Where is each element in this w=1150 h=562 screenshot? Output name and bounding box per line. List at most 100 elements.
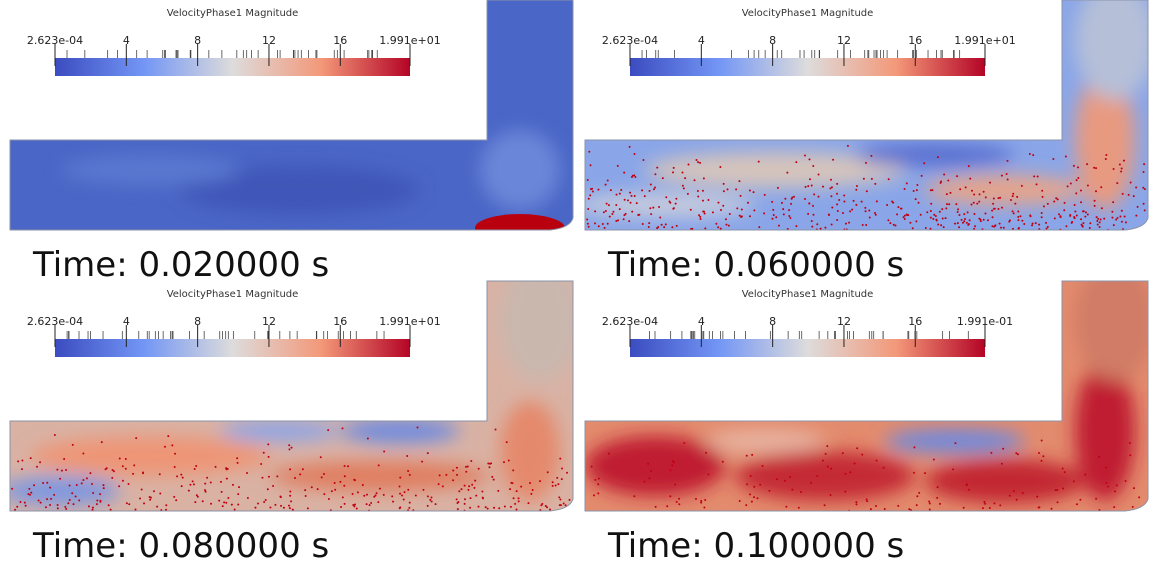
particle	[620, 189, 623, 192]
particle	[512, 497, 515, 500]
particle	[175, 499, 178, 502]
particle	[456, 508, 459, 511]
particle	[916, 184, 919, 187]
particle	[1046, 225, 1049, 228]
particle	[21, 459, 24, 462]
particle	[279, 496, 282, 499]
particle	[1006, 159, 1009, 162]
colorbar-tick-label: 1.991e+01	[379, 34, 440, 47]
particle	[672, 207, 675, 210]
particle	[195, 494, 198, 497]
particle	[445, 473, 448, 476]
particle	[492, 506, 495, 509]
particle	[589, 194, 592, 197]
particle	[299, 473, 302, 476]
particle	[830, 195, 833, 198]
particle	[320, 476, 323, 479]
particle	[920, 174, 923, 177]
particle	[109, 508, 112, 511]
particle	[111, 469, 114, 472]
particle	[811, 225, 814, 228]
particle	[609, 189, 612, 192]
particle	[407, 488, 410, 491]
particle	[111, 476, 114, 479]
particle	[816, 474, 819, 477]
particle	[864, 161, 867, 164]
particle	[908, 508, 911, 511]
particle	[843, 194, 846, 197]
particle	[1124, 480, 1127, 483]
particle	[191, 480, 194, 483]
particle	[402, 498, 405, 501]
particle	[33, 484, 36, 487]
particle	[865, 498, 868, 501]
particle	[694, 497, 697, 500]
particle	[204, 489, 207, 492]
particle	[870, 177, 873, 180]
particle	[323, 493, 326, 496]
particle	[429, 498, 432, 501]
particle	[551, 481, 554, 484]
particle	[1100, 207, 1103, 210]
particle	[1016, 195, 1019, 198]
particle	[515, 490, 518, 493]
particle	[882, 466, 885, 469]
particle	[903, 187, 906, 190]
particle	[346, 465, 349, 468]
particle	[551, 484, 554, 487]
particle	[1072, 480, 1075, 483]
particle	[928, 500, 931, 503]
particle	[471, 483, 474, 486]
particle	[776, 186, 779, 189]
particle	[597, 492, 600, 495]
colorbar-tick-label: 12	[837, 34, 851, 47]
particle	[515, 508, 518, 511]
particle	[992, 197, 995, 200]
particle	[14, 508, 17, 511]
particle	[674, 483, 677, 486]
field-patch	[585, 193, 755, 217]
panel: VelocityPhase1 Magnitude 2.623e-04 4 8 12 16 1…	[9, 0, 574, 285]
particle	[226, 467, 229, 470]
particle	[735, 188, 738, 191]
particle	[752, 191, 755, 194]
particle	[725, 223, 728, 226]
particle	[702, 210, 705, 213]
particle	[487, 462, 490, 465]
particle	[1129, 454, 1132, 457]
particle	[757, 160, 760, 163]
particle	[931, 189, 934, 192]
particle	[1081, 225, 1084, 228]
particle	[763, 193, 766, 196]
particle	[721, 460, 724, 463]
particle	[475, 494, 478, 497]
particle	[979, 220, 982, 223]
particle	[1054, 489, 1057, 492]
particle	[176, 475, 179, 478]
particle	[544, 504, 547, 507]
particle	[831, 206, 834, 209]
particle	[791, 196, 794, 199]
particle	[647, 226, 650, 229]
particle	[836, 182, 839, 185]
particle	[783, 479, 786, 482]
particle	[942, 226, 945, 229]
particle	[963, 220, 966, 223]
particle	[704, 227, 707, 230]
particle	[264, 498, 267, 501]
particle	[1021, 492, 1024, 495]
particle	[1019, 215, 1022, 218]
particle	[641, 189, 644, 192]
particle	[1077, 177, 1080, 180]
particle	[163, 445, 166, 448]
particle	[587, 225, 590, 228]
particle	[652, 188, 655, 191]
particle	[128, 503, 131, 506]
particle	[237, 503, 240, 506]
particle	[973, 227, 976, 230]
particle	[368, 504, 371, 507]
particle	[187, 489, 190, 492]
particle	[701, 189, 704, 192]
particle	[965, 483, 968, 486]
